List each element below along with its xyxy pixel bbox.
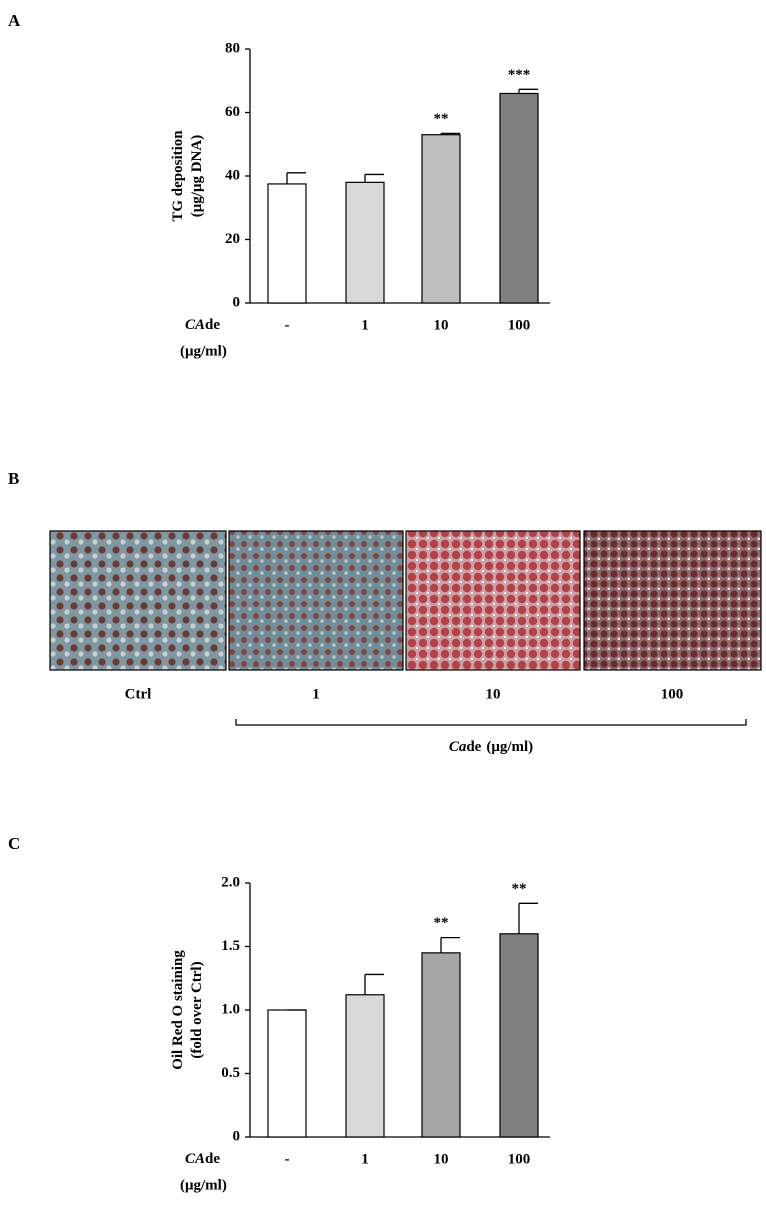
panel-label: B xyxy=(8,469,19,488)
micrograph xyxy=(228,530,404,671)
bar xyxy=(421,952,461,1138)
error-bar xyxy=(518,902,538,934)
y-tick-label: 0 xyxy=(233,294,241,310)
micrograph xyxy=(49,530,227,671)
caption-text: de xyxy=(466,739,481,755)
error-bar xyxy=(518,88,538,94)
y-axis-label-line: TG deposition xyxy=(170,130,186,222)
x-tick-label: 10 xyxy=(434,1151,449,1167)
caption-italic: Ca xyxy=(449,739,467,755)
significance: ** xyxy=(434,111,449,127)
y-axis-label: TG deposition (μg/μg DNA) xyxy=(170,130,205,222)
y-axis-label-line: (μg/μg DNA) xyxy=(189,135,205,217)
y-axis-label: Oil Red O staining (fold over Ctrl) xyxy=(170,950,205,1070)
micrographs: Ctrl 1 10 100 Cade (μg/ml) xyxy=(49,530,762,755)
significance: *** xyxy=(508,67,531,83)
bar xyxy=(499,92,539,304)
x-tick-label: 100 xyxy=(508,317,531,333)
bar xyxy=(267,183,307,304)
bar xyxy=(267,1009,307,1138)
bracket xyxy=(235,719,747,726)
x-axis-label-italic: CA xyxy=(185,1151,205,1167)
y-tick-label: 0.5 xyxy=(221,1065,240,1081)
significance: ** xyxy=(512,881,527,897)
error-bar xyxy=(364,173,384,183)
y-tick-label: 2.0 xyxy=(221,874,240,890)
x-axis-unit: (μg/ml) xyxy=(180,1177,227,1193)
bar xyxy=(499,933,539,1138)
y-axis-label-line: Oil Red O staining xyxy=(170,950,186,1070)
bar xyxy=(345,994,385,1138)
x-axis-label: CAde xyxy=(185,317,220,333)
micrograph-label: Ctrl xyxy=(125,686,152,702)
micrograph-caption: Cade (μg/ml) xyxy=(449,739,533,755)
x-axis-unit: (μg/ml) xyxy=(180,343,227,359)
y-axis-label-line: (fold over Ctrl) xyxy=(189,961,205,1058)
significance: ** xyxy=(434,915,449,931)
x-tick-label: 10 xyxy=(434,317,449,333)
micrograph xyxy=(583,530,762,671)
panel-label: C xyxy=(8,834,20,853)
error-bar xyxy=(440,132,460,135)
y-tick-label: 0 xyxy=(233,1128,241,1144)
x-tick-label: - xyxy=(285,1151,290,1167)
x-tick-label: 1 xyxy=(361,317,369,333)
error-bar xyxy=(364,973,384,995)
bar xyxy=(345,181,385,304)
x-tick-label: 100 xyxy=(508,1151,531,1167)
x-tick-label: 1 xyxy=(361,1151,369,1167)
y-tick-label: 60 xyxy=(225,104,240,120)
micrograph-label: 10 xyxy=(486,686,501,702)
x-axis-label: CAde xyxy=(185,1151,220,1167)
micrograph-label: 1 xyxy=(312,686,320,702)
x-axis-label-text: de xyxy=(205,317,220,333)
y-tick-label: 1.5 xyxy=(221,938,240,954)
bar xyxy=(421,134,461,304)
x-axis-label-text: de xyxy=(205,1151,220,1167)
error-bar xyxy=(286,172,306,184)
panel-label: A xyxy=(8,11,21,30)
x-axis-label-italic: CA xyxy=(185,317,205,333)
y-tick-label: 80 xyxy=(225,40,240,56)
y-tick-label: 40 xyxy=(225,167,240,183)
x-tick-label: - xyxy=(285,317,290,333)
micrograph-label: 100 xyxy=(661,686,684,702)
y-tick-label: 20 xyxy=(225,231,240,247)
caption-unit: (μg/ml) xyxy=(486,739,533,755)
micrograph xyxy=(405,530,581,671)
y-tick-label: 1.0 xyxy=(221,1001,240,1017)
error-bar xyxy=(440,936,460,953)
